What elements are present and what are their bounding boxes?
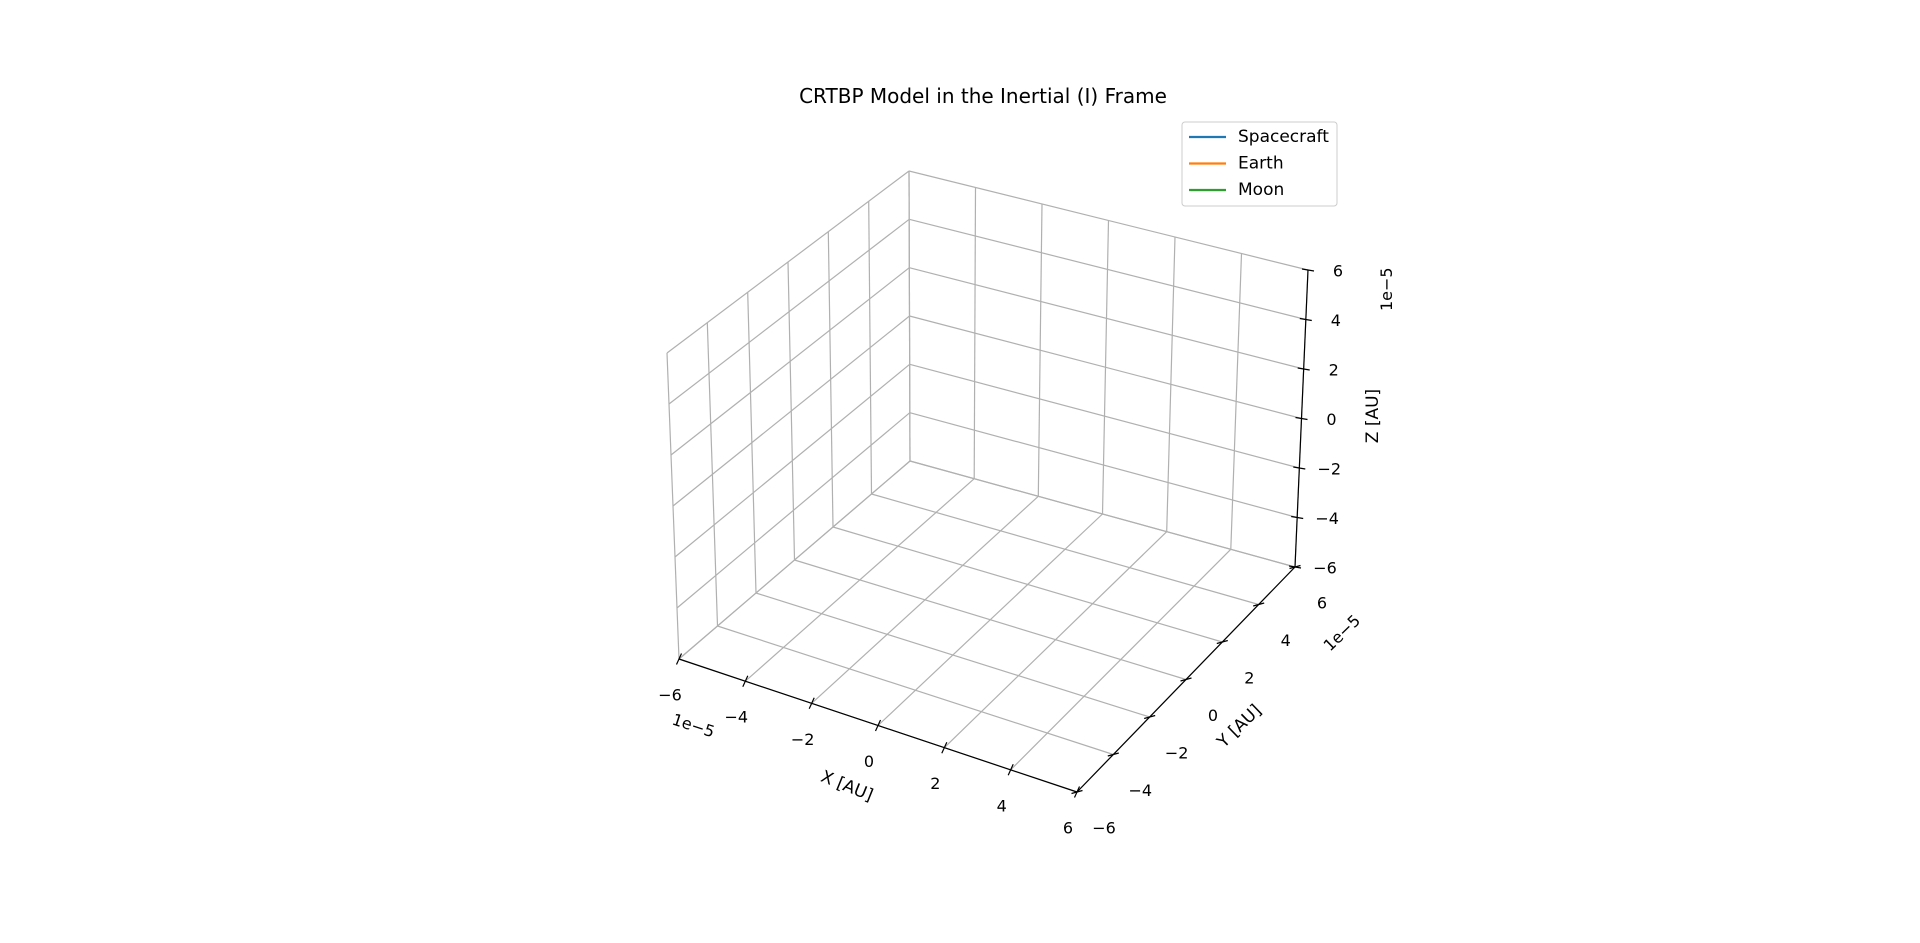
y-tick	[1180, 677, 1192, 682]
y-offset-label: 1e−5	[1320, 611, 1365, 655]
z-tick-label: −4	[1315, 509, 1339, 528]
grid-line	[827, 231, 834, 528]
grid-line	[909, 315, 1302, 420]
z-offset-label: 1e−5	[1377, 267, 1396, 311]
z-tick-label: 4	[1331, 311, 1341, 330]
z-axis-label: Z [AU]	[1363, 389, 1383, 443]
y-axis-label: Y [AU]	[1213, 701, 1266, 753]
grid-line	[909, 460, 1296, 568]
x-tick-label: −2	[791, 730, 815, 749]
x-tick	[1007, 764, 1014, 776]
legend-label: Moon	[1238, 180, 1284, 200]
legend-label: Spacecraft	[1238, 127, 1329, 147]
grid-line	[871, 493, 1259, 606]
y-tick-label: 6	[1317, 594, 1327, 613]
z-tick-label: 6	[1333, 262, 1343, 281]
grid-line	[670, 267, 910, 456]
y-tick-label: −2	[1165, 744, 1189, 763]
x-tick	[675, 653, 683, 665]
y-tick	[1107, 752, 1119, 757]
grid-line	[1010, 548, 1232, 771]
z-tick-label: 2	[1329, 361, 1339, 380]
y-tick	[1253, 602, 1265, 607]
legend-label: Earth	[1238, 154, 1284, 174]
y-tick	[1144, 714, 1156, 720]
x-tick	[742, 675, 749, 687]
y-tick-label: 4	[1281, 631, 1291, 650]
x-axis-label: X [AU]	[818, 767, 876, 806]
z-tick	[1291, 515, 1304, 520]
y-tick	[1216, 639, 1228, 645]
axes-ticks: −6 −4 −2 0 2 4 6 −6 −4 −2 0 2 4 6 −6 −4 −2 0 2 4 6	[658, 262, 1343, 838]
grid-line	[668, 218, 910, 405]
grid-line	[794, 559, 1187, 681]
z-tick-label: 0	[1326, 410, 1336, 429]
grid-line	[909, 267, 1304, 370]
x-tick-label: 2	[930, 774, 940, 793]
z-tick	[1301, 268, 1315, 272]
y-tick-label: −6	[1092, 819, 1116, 838]
grid-line	[1166, 236, 1176, 532]
y-tick	[1071, 789, 1083, 795]
y-tick-label: 0	[1208, 706, 1218, 725]
x-tick	[808, 697, 815, 710]
x-offset-label: 1e−5	[670, 710, 717, 742]
z-tick	[1299, 317, 1312, 322]
axes-panes	[667, 171, 1308, 792]
grid-line	[832, 526, 1223, 643]
z-tick	[1293, 466, 1306, 470]
x-tick	[941, 741, 948, 754]
x-tick-label: −4	[725, 708, 749, 727]
grid-line	[908, 170, 911, 462]
axes-grid	[666, 170, 1309, 793]
x-tick-label: 6	[1063, 819, 1073, 838]
grid-line	[868, 201, 873, 495]
x-tick-label: −6	[658, 686, 682, 705]
floor-pane	[679, 461, 1295, 792]
legend-frame	[1181, 121, 1338, 207]
z-tick-label: −2	[1318, 460, 1342, 479]
legend: Spacecraft Earth Moon	[1181, 121, 1338, 207]
grid-line	[908, 170, 1309, 271]
z-tick	[1288, 565, 1302, 569]
x-tick	[874, 719, 882, 732]
x-tick-label: 0	[864, 752, 874, 771]
grid-line	[909, 218, 1306, 321]
chart-title: CRTBP Model in the Inertial (I) Frame	[799, 84, 1167, 108]
x-tick-label: 4	[997, 796, 1007, 815]
y-tick-label: −4	[1129, 781, 1153, 800]
grid-line	[943, 531, 1168, 749]
grid-line	[666, 170, 910, 354]
y-tick-label: 2	[1244, 669, 1254, 688]
z-tick-label: −6	[1313, 559, 1337, 578]
z-tick	[1297, 367, 1310, 371]
grid-line	[1230, 253, 1243, 550]
z-tick	[1295, 416, 1308, 421]
